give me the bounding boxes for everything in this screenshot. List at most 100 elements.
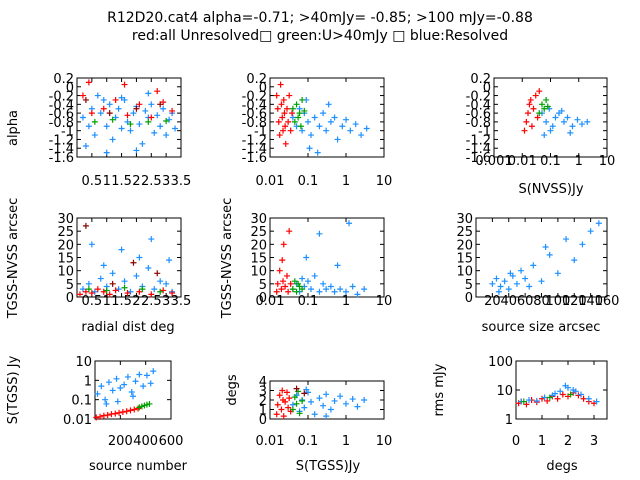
x-tick-label: 1.5: [111, 174, 132, 189]
data-point: [91, 132, 98, 139]
data-point: [343, 288, 349, 295]
y-tick-label: -1.2: [242, 133, 267, 148]
data-point: [323, 127, 330, 134]
data-point: [306, 145, 313, 152]
data-point: [293, 288, 300, 295]
x-tick-label: 0.1: [298, 174, 319, 189]
x-tick-label: 0.1: [298, 294, 319, 309]
data-point: [116, 409, 123, 416]
data-point: [282, 123, 289, 130]
x-tick-label: 160: [595, 294, 620, 309]
data-point: [595, 220, 602, 227]
data-point: [145, 90, 152, 97]
x-tick-label: 0.5: [82, 294, 103, 309]
data-point: [584, 118, 591, 125]
data-point: [569, 123, 576, 130]
data-point: [139, 286, 146, 293]
x-tick-label: 80: [533, 294, 550, 309]
data-point: [361, 286, 368, 293]
x-tick-label: 40: [500, 294, 517, 309]
data-point: [157, 288, 164, 295]
data-point: [585, 395, 592, 402]
data-point: [114, 398, 121, 405]
data-point: [562, 382, 569, 389]
x-tick-label: 0.01: [256, 434, 285, 449]
data-point: [143, 372, 150, 379]
data-point: [311, 114, 318, 121]
data-point: [136, 121, 143, 128]
y-tick-label: 10: [57, 265, 74, 280]
data-point: [530, 105, 537, 112]
data-point: [301, 404, 308, 411]
data-point: [525, 110, 532, 117]
data-point: [121, 284, 128, 291]
data-point: [311, 272, 318, 279]
data-point: [118, 246, 125, 253]
y-tick-label: 30: [250, 212, 267, 227]
x-tick-label: 200: [108, 434, 133, 449]
data-point: [136, 101, 143, 108]
data-point: [323, 413, 330, 420]
data-point: [98, 383, 105, 390]
data-point: [130, 110, 137, 117]
data-point: [85, 123, 92, 130]
y-tick-label: -1.4: [466, 142, 491, 157]
y-tick-label: 5: [259, 278, 267, 293]
data-point: [279, 387, 286, 394]
x-tick-label: 1.5: [111, 294, 132, 309]
data-point: [163, 132, 170, 139]
data-point: [299, 275, 306, 282]
data-point: [82, 288, 89, 295]
x-tick-label: 0.001: [475, 154, 512, 169]
data-point: [354, 291, 361, 298]
data-point: [303, 254, 310, 261]
x-tick-label: 0.01: [508, 154, 537, 169]
data-point: [103, 149, 110, 156]
data-point: [282, 398, 289, 405]
data-point: [505, 286, 512, 293]
data-point: [130, 259, 137, 266]
data-point: [163, 118, 170, 125]
data-point: [136, 371, 143, 378]
y-tick-label: 10: [496, 384, 513, 399]
data-point: [526, 283, 533, 290]
x-axis-label: S(TGSS)Jy: [296, 459, 361, 474]
x-tick-label: 10: [376, 294, 393, 309]
data-point: [296, 110, 303, 117]
data-point: [280, 96, 287, 103]
data-point: [316, 288, 323, 295]
data-point: [278, 406, 285, 413]
data-point: [166, 257, 173, 264]
data-point: [546, 251, 553, 258]
data-point: [337, 393, 344, 400]
data-point: [118, 94, 125, 101]
data-point: [154, 88, 161, 95]
y-tick-label: -1.6: [466, 151, 491, 166]
data-point: [97, 110, 104, 117]
y-axis-label: rms mJy: [432, 363, 447, 416]
data-point: [151, 286, 158, 293]
data-point: [274, 105, 281, 112]
data-point: [559, 391, 566, 398]
data-point: [133, 272, 140, 279]
data-point: [287, 127, 294, 134]
data-point: [127, 127, 134, 134]
y-tick-label: 100: [488, 355, 513, 370]
data-point: [289, 105, 296, 112]
data-point: [543, 96, 550, 103]
data-point: [308, 132, 315, 139]
data-point: [97, 413, 104, 420]
data-point: [311, 411, 318, 418]
data-point: [293, 385, 300, 392]
x-tick-label: 10: [376, 174, 393, 189]
data-point: [276, 267, 283, 274]
x-tick-label: 140: [578, 294, 603, 309]
data-point: [536, 110, 543, 117]
x-tick-label: 1: [538, 434, 546, 449]
x-tick-label: 1: [575, 154, 583, 169]
data-point: [102, 396, 109, 403]
x-tick-label: 10: [599, 154, 616, 169]
data-point: [82, 96, 89, 103]
